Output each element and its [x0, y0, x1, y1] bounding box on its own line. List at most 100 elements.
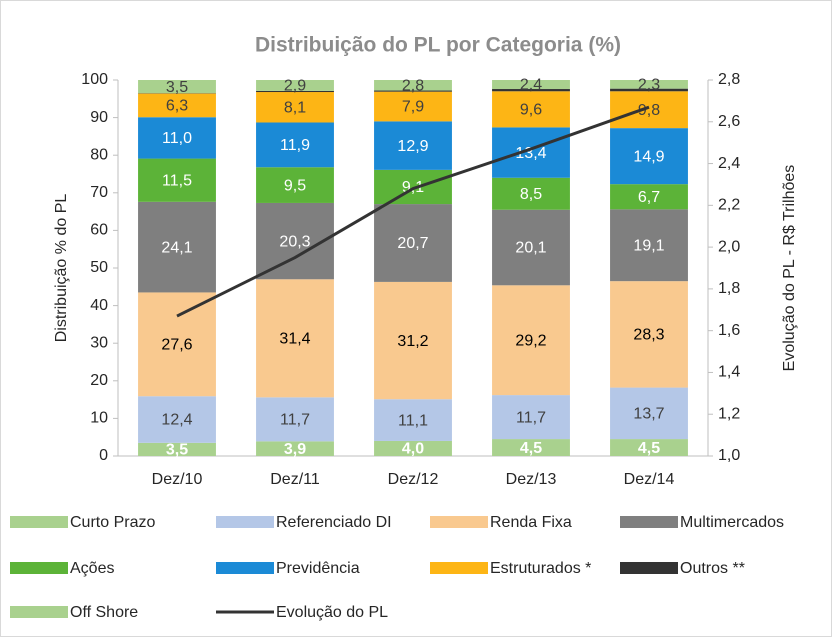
data-label: 28,3	[633, 327, 664, 344]
bar-segment	[138, 201, 216, 293]
legend-swatch	[10, 606, 68, 618]
bar-segment	[374, 91, 452, 122]
y2-tick-label: 1,2	[718, 405, 740, 422]
y-tick-label: 20	[90, 372, 108, 389]
legend-swatch	[10, 516, 68, 528]
legend-swatch	[620, 562, 678, 574]
bar-segment	[492, 209, 570, 286]
data-label: 11,5	[162, 172, 192, 189]
legend-label: Referenciado DI	[276, 514, 392, 531]
data-label: 31,2	[397, 333, 428, 350]
data-label: 13,4	[515, 145, 546, 162]
bar-segment	[610, 184, 688, 210]
data-label: 29,2	[515, 332, 546, 349]
data-label: 2,9	[284, 78, 306, 95]
data-label: 11,1	[398, 412, 428, 429]
y-tick-label: 50	[90, 259, 108, 276]
data-label: 8,1	[284, 99, 306, 116]
bar-segment	[610, 80, 688, 89]
data-label: 31,4	[279, 331, 310, 348]
bar-segment	[492, 395, 570, 440]
y-tick-label: 70	[90, 184, 108, 201]
x-tick-label: Dez/11	[270, 471, 320, 488]
data-label: 13,7	[633, 406, 664, 423]
bar-segment	[256, 80, 334, 91]
x-tick-label: Dez/12	[388, 471, 439, 488]
y2-tick-label: 1,4	[718, 364, 740, 381]
bar-segment	[610, 128, 688, 185]
legend-swatch	[10, 562, 68, 574]
y2-tick-label: 1,8	[718, 280, 740, 297]
bar-segment	[256, 167, 334, 203]
bar-segment	[374, 169, 452, 205]
y-axis-label: Distribuição % do PL	[53, 194, 70, 343]
bar-segment	[492, 439, 570, 456]
legend-label: Outros **	[680, 560, 745, 577]
bar-segment	[256, 90, 334, 93]
bar-segment	[138, 117, 216, 159]
y2-tick-label: 2,0	[718, 238, 740, 255]
bar-segment	[610, 281, 688, 388]
data-label: 9,6	[520, 102, 542, 119]
legend-label: Ações	[70, 560, 114, 577]
y2-tick-label: 2,2	[718, 197, 740, 214]
data-label: 4,0	[402, 441, 424, 458]
legend-label: Previdência	[276, 560, 360, 577]
data-label: 2,8	[402, 77, 424, 94]
y-tick-label: 10	[90, 410, 108, 427]
bar-segment	[256, 92, 334, 123]
data-label: 24,1	[161, 239, 192, 256]
bar-segment	[492, 285, 570, 396]
legend-label: Curto Prazo	[70, 514, 155, 531]
y-tick-label: 80	[90, 146, 108, 163]
data-label: 4,5	[638, 440, 660, 457]
bar-segment	[138, 292, 216, 397]
data-label: 6,7	[638, 189, 660, 206]
legend-swatch	[620, 516, 678, 528]
bar-segment	[374, 440, 452, 456]
data-label: 2,4	[520, 77, 542, 94]
bar-segment	[492, 91, 570, 128]
data-label: 20,3	[279, 233, 310, 250]
data-label: 20,7	[397, 235, 428, 252]
data-label: 12,4	[161, 412, 192, 429]
data-label: 2,3	[638, 77, 660, 94]
bar-segment	[256, 122, 334, 168]
y2-tick-label: 1,0	[718, 447, 740, 464]
bar-segment	[610, 91, 688, 129]
data-label: 11,0	[162, 130, 192, 147]
legend-label: Estruturados *	[490, 560, 591, 577]
data-label: 27,6	[161, 337, 192, 354]
legend-swatch	[430, 562, 488, 574]
bar-segment	[374, 399, 452, 441]
legend-label: Multimercados	[680, 514, 784, 531]
legend-swatch	[430, 516, 488, 528]
bar-segment	[610, 209, 688, 282]
data-label: 3,5	[166, 79, 188, 96]
y-tick-label: 40	[90, 297, 108, 314]
data-label: 9,8	[638, 102, 660, 119]
legend-swatch	[216, 516, 274, 528]
bar-segment	[610, 88, 688, 92]
y-tick-label: 60	[90, 222, 108, 239]
data-label: 8,5	[520, 186, 542, 203]
y-tick-label: 30	[90, 334, 108, 351]
bar-segment	[492, 89, 570, 92]
bar-segment	[256, 279, 334, 398]
bar-segment	[138, 158, 216, 202]
legend-label: Evolução do PL	[276, 604, 388, 621]
data-label: 11,9	[280, 137, 310, 154]
data-label: 20,1	[515, 240, 546, 257]
y-tick-label: 100	[81, 71, 108, 88]
x-tick-label: Dez/13	[506, 471, 557, 488]
y2-tick-label: 2,4	[718, 155, 740, 172]
y2-tick-label: 2,8	[718, 71, 740, 88]
y-tick-label: 0	[99, 447, 108, 464]
bar-segment	[138, 442, 216, 456]
x-tick-label: Dez/10	[152, 471, 203, 488]
data-label: 19,1	[633, 237, 664, 254]
data-label: 3,5	[166, 442, 188, 459]
data-label: 9,5	[284, 177, 306, 194]
bar-segment	[492, 127, 570, 178]
data-label: 4,5	[520, 440, 542, 457]
